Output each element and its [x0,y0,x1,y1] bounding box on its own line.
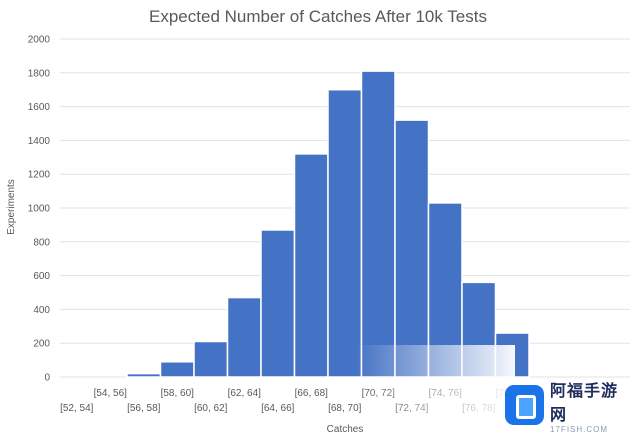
bars [126,70,530,378]
y-tick-label: 600 [33,271,50,282]
y-tick-label: 1800 [28,68,51,79]
y-tick-label: 2000 [28,35,51,46]
y-tick-label: 1200 [28,170,51,181]
watermark-logo-icon [505,385,545,425]
bar [126,372,162,378]
bar [394,119,430,378]
x-tick-label: [58, 60] [161,388,195,399]
x-axis-label: Catches [327,424,364,435]
bar [293,153,329,378]
x-tick-label: [60, 62] [194,403,228,414]
x-tick-label: [56, 58] [127,403,161,414]
watermark-name: 阿福手游网 [550,382,619,424]
y-axis-label: Experiments [6,179,17,235]
x-tick-label: [52, 54] [60,403,94,414]
watermark-url: 17FISH.COM [550,424,609,434]
x-tick-label: [64, 66] [261,403,295,414]
site-watermark: 阿福手游网 17FISH.COM [505,380,633,434]
bar [193,340,229,378]
bar [360,70,396,378]
x-tick-label: [54, 56] [94,388,128,399]
y-tick-label: 1400 [28,136,51,147]
bar [327,88,363,378]
y-axis-ticks: 0 200 400 600 800 1000 1200 1400 1600 1800 2000 [28,35,51,384]
y-tick-label: 1000 [28,204,51,215]
y-tick-label: 200 [33,339,50,350]
y-tick-label: 0 [44,373,50,384]
y-tick-label: 800 [33,237,50,248]
y-tick-label: 400 [33,305,50,316]
x-tick-label: [62, 64] [228,388,262,399]
chart-title: Expected Number of Catches After 10k Tes… [149,7,487,26]
watermark-fade [355,345,515,440]
bar [260,229,296,378]
bar [226,296,262,378]
y-tick-label: 1600 [28,102,51,113]
watermark-text: 阿福手游网 17FISH.COM [550,377,633,434]
x-tick-label: [68, 70] [328,403,362,414]
x-tick-label: [66, 68] [295,388,329,399]
bar [159,361,195,378]
